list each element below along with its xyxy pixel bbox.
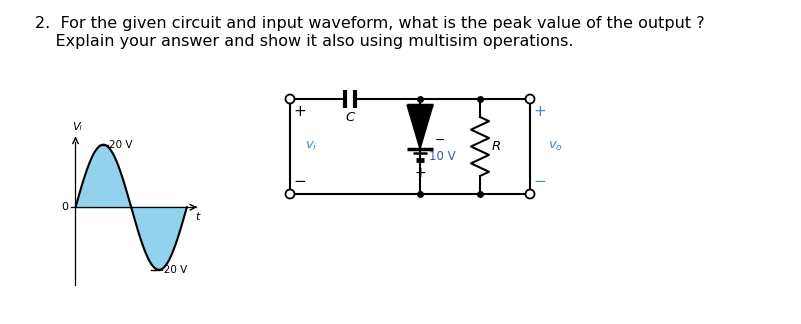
Text: −: − (435, 134, 445, 147)
Text: Explain your answer and show it also using multisim operations.: Explain your answer and show it also usi… (35, 34, 574, 49)
Text: 0: 0 (61, 202, 68, 212)
Polygon shape (407, 105, 433, 149)
Circle shape (285, 95, 295, 103)
Circle shape (285, 190, 295, 199)
Circle shape (525, 95, 534, 103)
Text: 10 V: 10 V (429, 149, 456, 163)
Text: Vᵢ: Vᵢ (72, 122, 82, 132)
Text: t: t (195, 212, 199, 222)
Text: $v_i$: $v_i$ (305, 140, 317, 153)
Text: +: + (294, 104, 306, 119)
Text: −: − (533, 174, 546, 189)
Text: 2.  For the given circuit and input waveform, what is the peak value of the outp: 2. For the given circuit and input wavef… (35, 16, 705, 31)
Text: C: C (345, 111, 355, 124)
Circle shape (525, 190, 534, 199)
Text: +: + (414, 166, 426, 180)
Text: 20 V: 20 V (109, 140, 132, 150)
Text: R: R (492, 140, 501, 153)
Text: -20 V: -20 V (160, 265, 187, 275)
Text: −: − (294, 174, 306, 189)
Text: +: + (533, 104, 546, 119)
Text: $v_o$: $v_o$ (548, 140, 563, 153)
